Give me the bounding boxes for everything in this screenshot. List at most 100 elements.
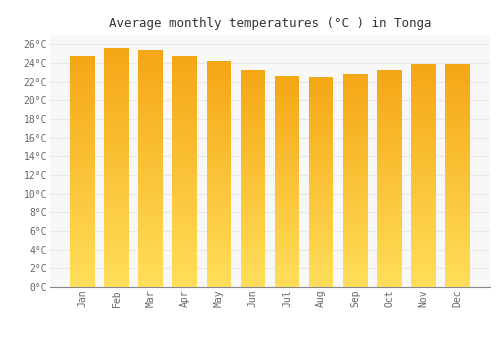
Bar (240, 94, 265, 96)
Bar (206, 238, 231, 239)
Bar (275, 264, 299, 265)
Bar (70, 231, 94, 233)
Bar (240, 162, 265, 163)
Bar (104, 195, 128, 196)
Bar (309, 281, 334, 282)
Bar (412, 116, 436, 118)
Bar (343, 262, 367, 264)
Bar (446, 210, 470, 211)
Bar (172, 251, 197, 252)
Bar (343, 168, 367, 169)
Bar (309, 170, 334, 172)
Bar (172, 273, 197, 274)
Bar (446, 169, 470, 170)
Bar (275, 270, 299, 271)
Bar (309, 238, 334, 239)
Bar (446, 113, 470, 114)
Bar (172, 214, 197, 215)
Bar (104, 108, 128, 109)
Bar (138, 265, 163, 266)
Bar (412, 136, 436, 138)
Bar (309, 137, 334, 138)
Bar (343, 88, 367, 89)
Bar (172, 103, 197, 104)
Bar (412, 168, 436, 169)
Bar (240, 126, 265, 127)
Bar (377, 239, 402, 240)
Bar (412, 106, 436, 107)
Bar (343, 229, 367, 230)
Bar (172, 264, 197, 265)
Bar (138, 51, 163, 52)
Bar (275, 110, 299, 111)
Bar (138, 120, 163, 121)
Bar (240, 286, 265, 287)
Bar (446, 190, 470, 191)
Bar (309, 282, 334, 283)
Bar (104, 68, 128, 70)
Bar (343, 197, 367, 198)
Bar (138, 232, 163, 234)
Bar (240, 164, 265, 165)
Bar (138, 268, 163, 269)
Bar (240, 171, 265, 172)
Bar (138, 88, 163, 89)
Bar (446, 183, 470, 184)
Bar (446, 216, 470, 217)
Bar (377, 285, 402, 286)
Bar (206, 162, 231, 163)
Bar (104, 126, 128, 127)
Bar (70, 264, 94, 265)
Bar (309, 247, 334, 248)
Bar (343, 169, 367, 170)
Bar (343, 98, 367, 99)
Bar (275, 130, 299, 131)
Bar (446, 233, 470, 235)
Bar (104, 127, 128, 128)
Bar (240, 185, 265, 186)
Bar (343, 193, 367, 195)
Bar (104, 251, 128, 252)
Bar (172, 205, 197, 206)
Bar (206, 174, 231, 175)
Bar (138, 222, 163, 223)
Bar (104, 78, 128, 79)
Bar (309, 92, 334, 93)
Bar (446, 221, 470, 222)
Bar (343, 245, 367, 246)
Bar (275, 132, 299, 133)
Bar (275, 118, 299, 119)
Bar (309, 262, 334, 263)
Bar (343, 82, 367, 83)
Bar (343, 202, 367, 203)
Bar (172, 82, 197, 83)
Bar (309, 156, 334, 157)
Bar (104, 207, 128, 208)
Bar (309, 103, 334, 104)
Bar (138, 124, 163, 125)
Bar (377, 201, 402, 202)
Bar (377, 176, 402, 178)
Bar (343, 253, 367, 254)
Bar (206, 175, 231, 176)
Bar (275, 160, 299, 161)
Bar (206, 91, 231, 92)
Bar (412, 149, 436, 150)
Bar (412, 140, 436, 141)
Bar (412, 64, 436, 65)
Bar (412, 171, 436, 172)
Bar (343, 251, 367, 252)
Bar (70, 285, 94, 286)
Bar (240, 209, 265, 210)
Bar (240, 80, 265, 82)
Bar (309, 127, 334, 128)
Bar (138, 266, 163, 267)
Bar (172, 142, 197, 144)
Bar (172, 140, 197, 141)
Bar (343, 171, 367, 172)
Bar (172, 238, 197, 239)
Bar (412, 161, 436, 162)
Bar (446, 199, 470, 200)
Bar (275, 82, 299, 83)
Bar (70, 268, 94, 270)
